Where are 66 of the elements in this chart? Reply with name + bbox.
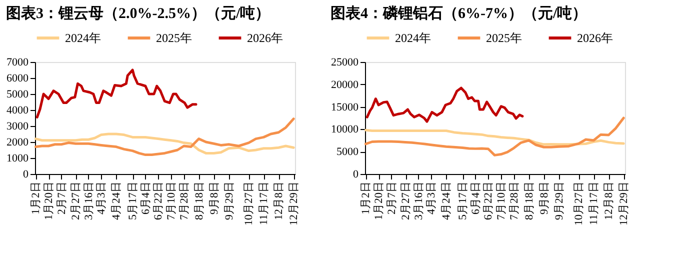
x-tick-label: 1月2日 — [360, 182, 372, 214]
legend-label: 2024年 — [65, 31, 101, 45]
y-tick-label: 4000 — [6, 104, 29, 116]
x-tick-label: 5月17日 — [457, 182, 470, 220]
x-tick-label: 7月28日 — [508, 182, 520, 220]
x-tick-label: 2月27日 — [400, 182, 412, 220]
x-tick-label: 10月27日 — [243, 182, 256, 226]
y-tick-label: 0 — [353, 168, 359, 180]
y-tick-label: 6000 — [6, 72, 29, 84]
y-tick-label: 5000 — [336, 146, 359, 158]
line-series — [364, 128, 625, 146]
line-series — [36, 68, 198, 118]
y-tick-label: 1000 — [6, 152, 29, 164]
x-tick-label: 9月29日 — [223, 182, 236, 220]
line-series — [34, 132, 295, 154]
legend-label: 2025年 — [486, 31, 522, 45]
y-tick-label: 20000 — [331, 78, 359, 91]
legend-label: 2025年 — [156, 31, 192, 45]
y-tick-label: 2000 — [6, 136, 29, 148]
x-tick-label: 3月16日 — [412, 182, 425, 220]
line-series — [34, 118, 295, 156]
y-tick-label: 7000 — [6, 56, 29, 68]
line-series — [366, 86, 524, 123]
x-tick-label: 4月3日 — [426, 182, 438, 214]
y-tick-label: 3000 — [6, 120, 29, 132]
y-tick-label: 10000 — [331, 124, 359, 136]
x-tick-label: 7月10日 — [166, 182, 178, 220]
x-tick-label: 8月18日 — [193, 182, 206, 220]
x-tick-label: 5月17日 — [127, 182, 140, 220]
y-tick-label: 0 — [23, 168, 29, 180]
legend-label: 2024年 — [395, 31, 431, 45]
x-tick-label: 7月28日 — [178, 182, 190, 220]
x-tick-label: 9月29日 — [553, 182, 566, 220]
x-tick-label: 2月7日 — [386, 182, 398, 214]
x-tick-label: 11月17日 — [258, 182, 270, 226]
chart-title: 图表3：锂云母（2.0%-2.5%）（元/吨） — [6, 5, 270, 22]
line-series — [364, 116, 625, 156]
x-tick-label: 10月27日 — [573, 182, 586, 226]
y-tick-label: 25000 — [331, 56, 359, 68]
x-tick-label: 1月20日 — [43, 182, 56, 220]
y-tick-label: 15000 — [331, 101, 359, 114]
x-tick-label: 6月22日 — [482, 182, 495, 220]
x-tick-label: 6月4日 — [470, 182, 482, 214]
x-tick-label: 9月8日 — [538, 182, 550, 214]
x-tick-label: 12月29日 — [288, 182, 300, 226]
x-tick-label: 2月27日 — [70, 182, 82, 220]
y-tick-label: 5000 — [6, 88, 29, 100]
x-tick-label: 11月17日 — [588, 182, 600, 226]
x-tick-label: 4月24日 — [440, 182, 453, 220]
x-tick-label: 4月3日 — [96, 182, 108, 214]
x-tick-label: 12月8日 — [273, 182, 286, 220]
x-tick-label: 8月18日 — [523, 182, 536, 220]
x-tick-label: 12月29日 — [618, 182, 630, 226]
x-tick-label: 7月10日 — [496, 182, 508, 220]
x-tick-label: 6月22日 — [152, 182, 165, 220]
legend-label: 2026年 — [577, 31, 613, 45]
x-tick-label: 3月16日 — [82, 182, 95, 220]
legend-label: 2026年 — [247, 31, 283, 45]
x-tick-label: 12月8日 — [603, 182, 616, 220]
x-tick-label: 2月7日 — [56, 182, 68, 214]
x-tick-label: 4月24日 — [110, 182, 123, 220]
x-tick-label: 6月4日 — [140, 182, 152, 214]
x-tick-label: 9月8日 — [208, 182, 220, 214]
x-tick-label: 1月20日 — [373, 182, 386, 220]
chart-title: 图表4：磷锂铝石（6%-7%）（元/吨） — [330, 5, 588, 22]
x-tick-label: 1月2日 — [30, 182, 42, 214]
